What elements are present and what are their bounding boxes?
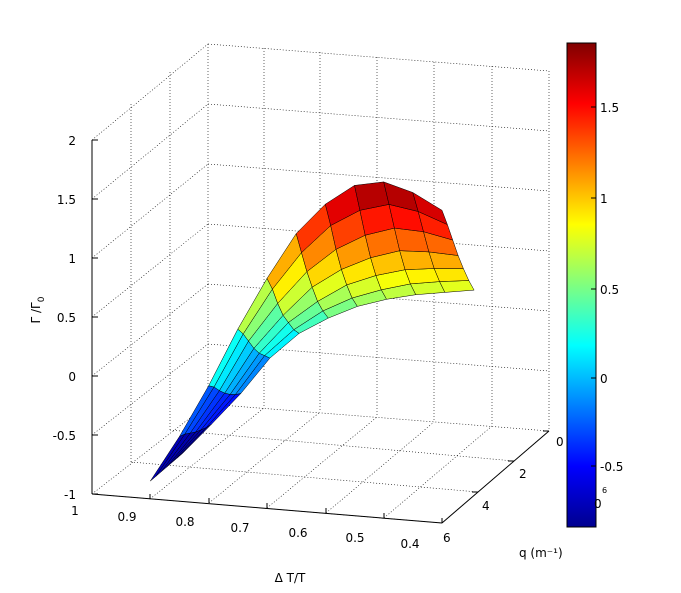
y-tick-label: 6: [443, 531, 451, 545]
z-axis-label-main: Γ /Γ: [29, 302, 43, 324]
y-axis-line: [441, 430, 550, 524]
colorbar-tick-label: 1: [600, 192, 608, 206]
colorbar-gradient: [566, 42, 597, 528]
svg-text:Γ /Γ0: Γ /Γ0: [29, 296, 47, 323]
y-axis-label: q (m⁻¹): [519, 546, 563, 560]
z-tick-label: 0.5: [57, 311, 76, 325]
x-tick-labels: 1 0.9 0.8 0.7 0.6 0.5 0.4: [71, 504, 419, 551]
z-tick-label: 2: [68, 134, 76, 148]
colorbar: 1.5 1 0.5 0 -0.5 6 0: [566, 42, 623, 528]
x-tick-label: 0.4: [400, 537, 419, 551]
z-tick-label: -0.5: [53, 429, 76, 443]
x-tick-label: 0.6: [288, 526, 307, 540]
x-tick-label: 0.9: [117, 510, 136, 524]
surface-plot: [150, 181, 475, 482]
z-axis-label-sub: 0: [37, 296, 47, 302]
side-wall-grid: [91, 43, 209, 462]
surface-patch: [428, 251, 464, 269]
colorbar-tick-label: 1.5: [600, 101, 619, 115]
z-axis-label: Γ /Γ0: [29, 296, 47, 323]
y-tick-label: 4: [482, 499, 490, 513]
z-tick-label: 1.5: [57, 193, 76, 207]
surface-patch: [155, 432, 191, 477]
tick-marks: [92, 139, 549, 523]
x-tick-label: 1: [71, 504, 79, 518]
x-axis-label: Δ T/T: [275, 571, 306, 585]
colorbar-exponent: 6: [602, 486, 607, 495]
y-tick-labels: 0 2 4 6: [443, 435, 564, 545]
x-axis-line: [91, 493, 443, 524]
z-tick-labels: 2 1.5 1 0.5 0 -0.5 -1: [53, 134, 76, 502]
x-tick-label: 0.7: [230, 521, 249, 535]
surface-patch: [433, 268, 470, 282]
y-tick-label: 0: [556, 435, 564, 449]
surface-patch: [150, 433, 186, 482]
z-tick-label: 1: [68, 252, 76, 266]
z-tick-label: -1: [64, 488, 76, 502]
surface-patch: [399, 250, 435, 270]
surface-patch: [404, 268, 440, 285]
x-tick-label: 0.8: [175, 515, 194, 529]
z-tick-label: 0: [68, 370, 76, 384]
surface-patch: [439, 280, 475, 293]
colorbar-tick-label: 0: [600, 372, 608, 386]
floor-grid: [91, 403, 550, 524]
x-tick-label: 0.5: [345, 531, 364, 545]
colorbar-tick-label: -0.5: [600, 460, 623, 474]
colorbar-tick-label: 0: [594, 497, 602, 511]
surface-patch: [412, 191, 448, 226]
y-tick-label: 2: [519, 467, 527, 481]
colorbar-tick-label: 0.5: [600, 283, 619, 297]
